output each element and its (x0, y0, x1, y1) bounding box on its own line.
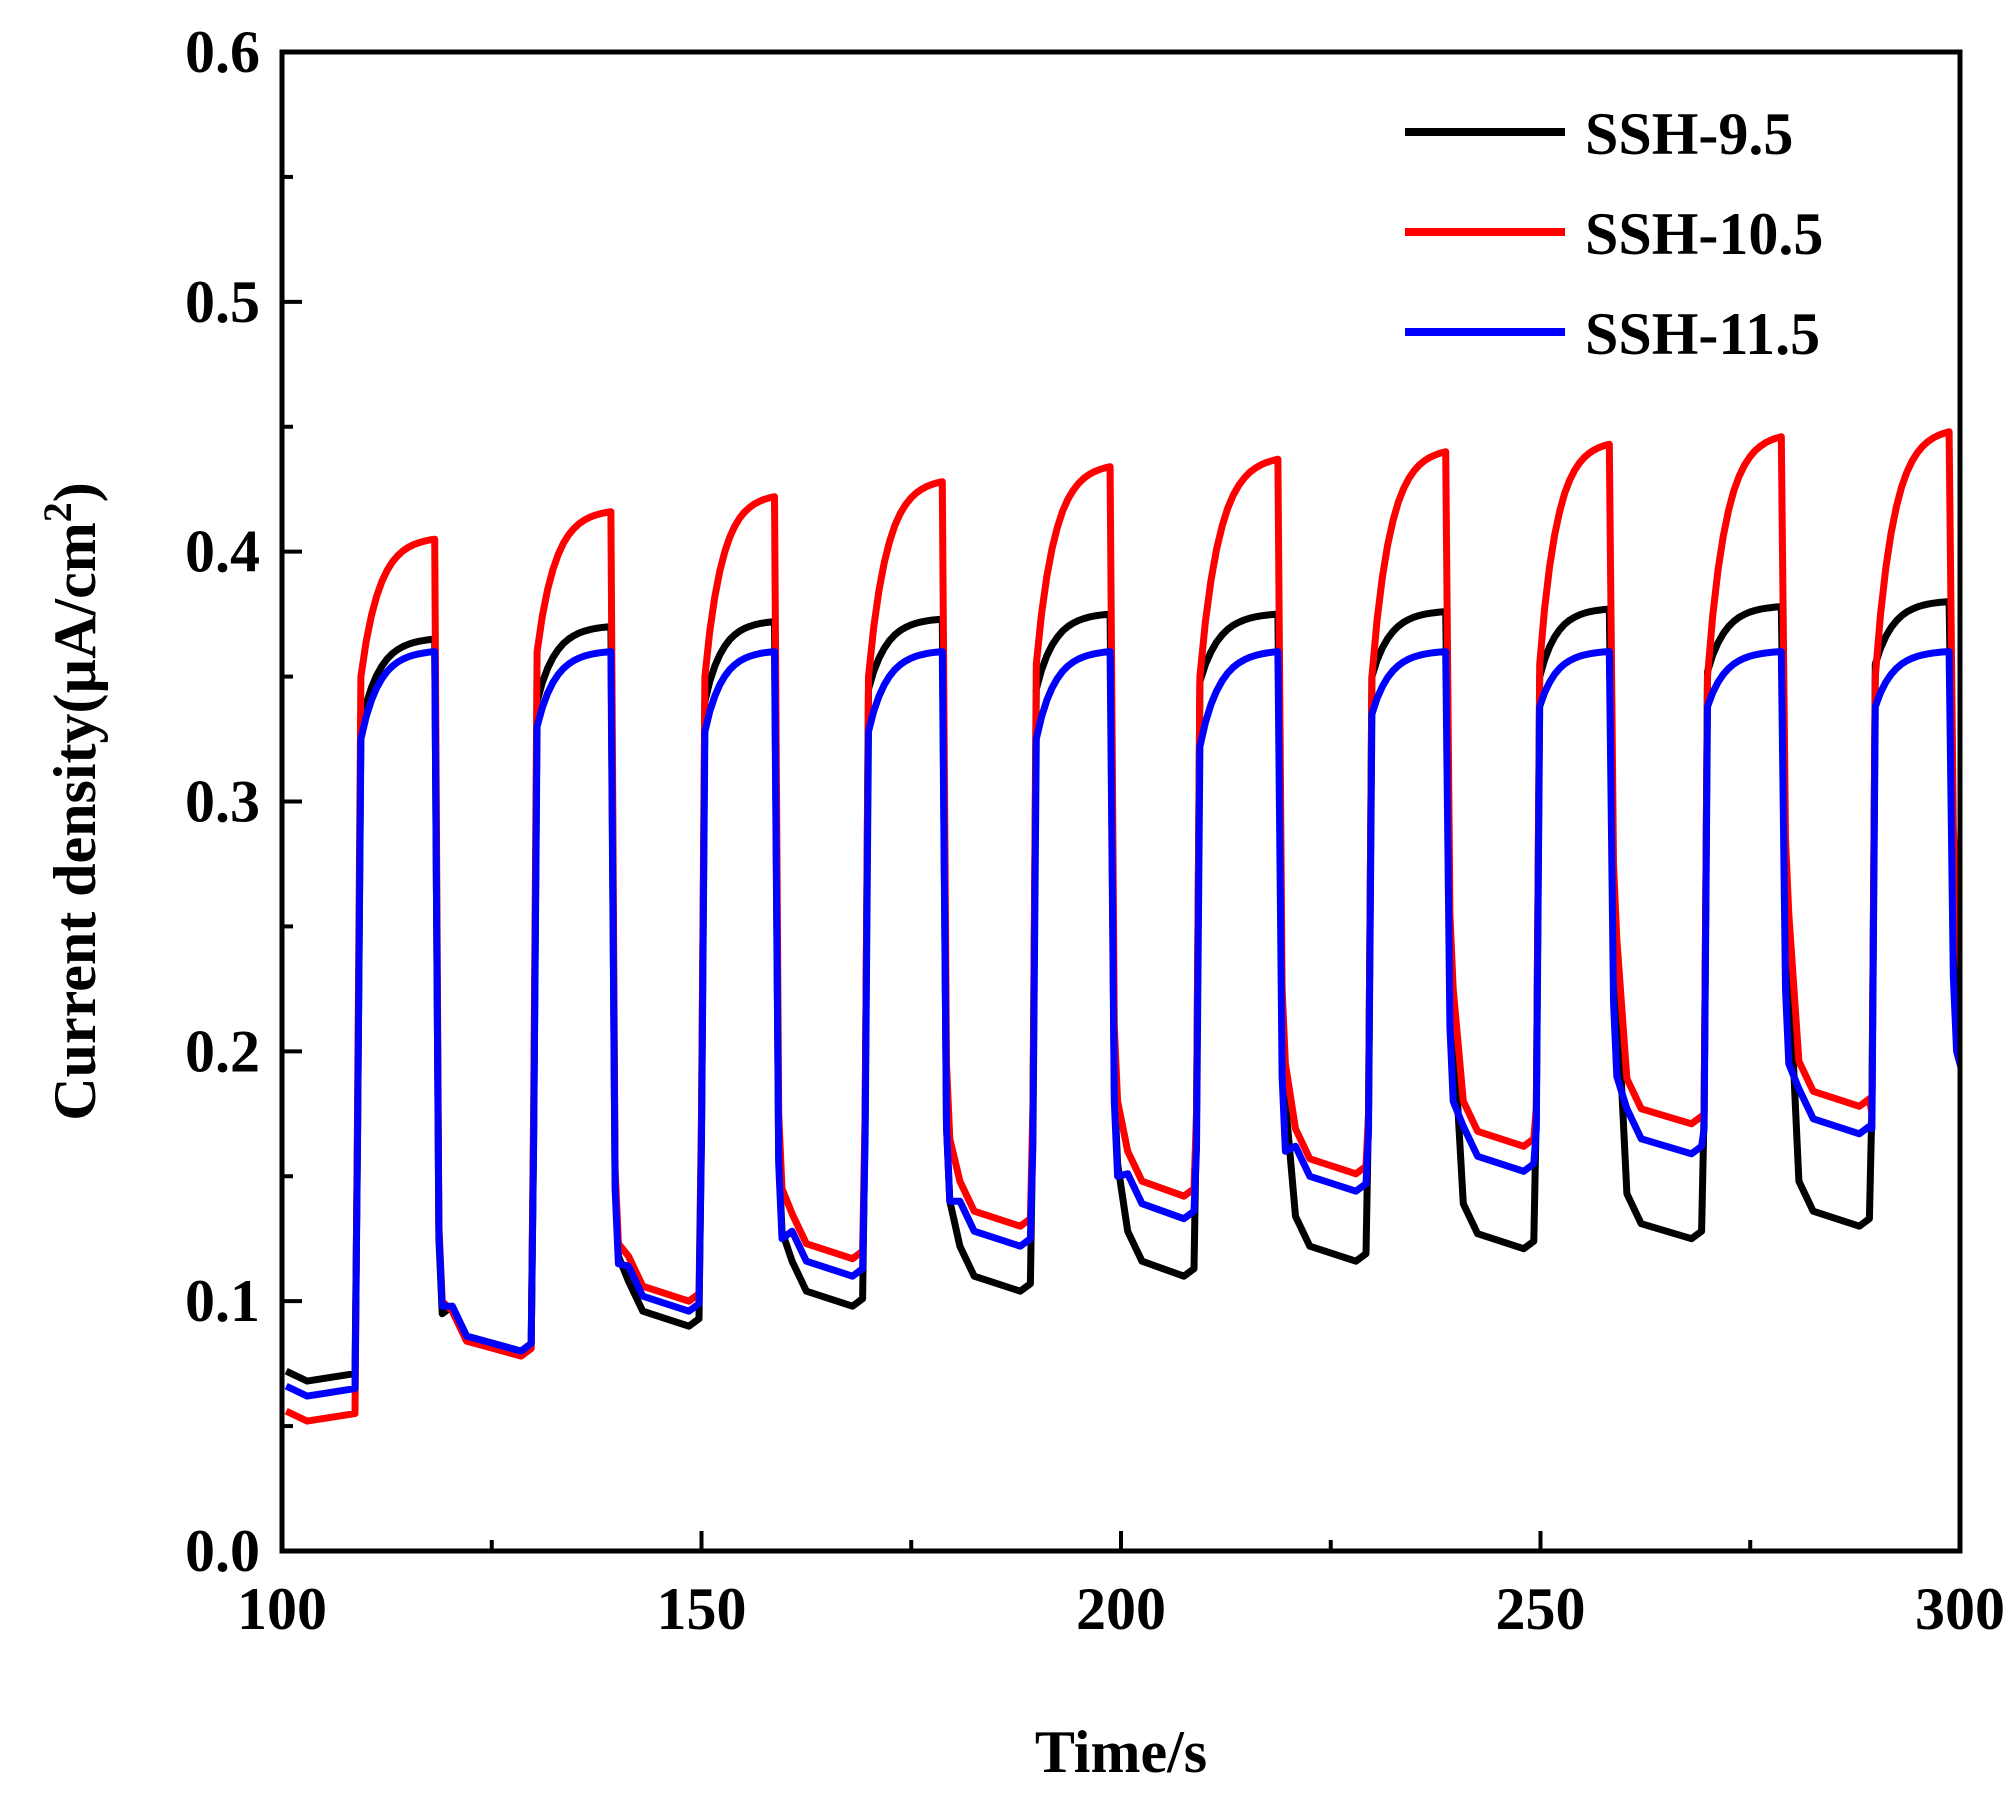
y-tick-label-0.4: 0.4 (185, 519, 260, 585)
series-layer (284, 428, 1960, 1425)
y-tick-label-0.3: 0.3 (185, 769, 260, 835)
legend-label-SSH-9.5: SSH-9.5 (1585, 101, 1793, 167)
x-tick-label-200: 200 (1076, 1576, 1166, 1642)
y-tick-label-0.0: 0.0 (185, 1518, 260, 1584)
y-tick-label-0.5: 0.5 (185, 269, 260, 335)
y-tick-label-0.2: 0.2 (185, 1018, 260, 1084)
y-tick-label-0.1: 0.1 (185, 1268, 260, 1334)
legend-label-SSH-11.5: SSH-11.5 (1585, 301, 1820, 367)
axes-layer: 100 150 200 250 300 0.0 0.1 0.2 0.3 0.4 0.5 0.6 (185, 19, 2005, 1642)
x-axis-title: Time/s (1035, 1719, 1207, 1785)
legend: SSH-9.5 SSH-10.5 SSH-11.5 (1405, 101, 1823, 367)
x-tick-label-250: 250 (1496, 1576, 1586, 1642)
series-line-SSH-9.5 (284, 598, 1960, 1385)
y-axis-title: Current density(µA/cm2) (35, 482, 108, 1120)
y-axis-title-tail: ) (42, 482, 108, 502)
y-tick-label-0.6: 0.6 (185, 19, 260, 85)
x-tick-label-150: 150 (657, 1576, 747, 1642)
series-line-SSH-11.5 (284, 648, 1960, 1400)
y-axis-title-superscript: 2 (35, 502, 80, 522)
legend-label-SSH-10.5: SSH-10.5 (1585, 201, 1823, 267)
y-axis-title-main: Current density(µA/cm (42, 522, 108, 1120)
x-tick-label-100: 100 (237, 1576, 327, 1642)
series-line-SSH-10.5 (284, 428, 1960, 1425)
x-tick-label-300: 300 (1915, 1576, 2005, 1642)
